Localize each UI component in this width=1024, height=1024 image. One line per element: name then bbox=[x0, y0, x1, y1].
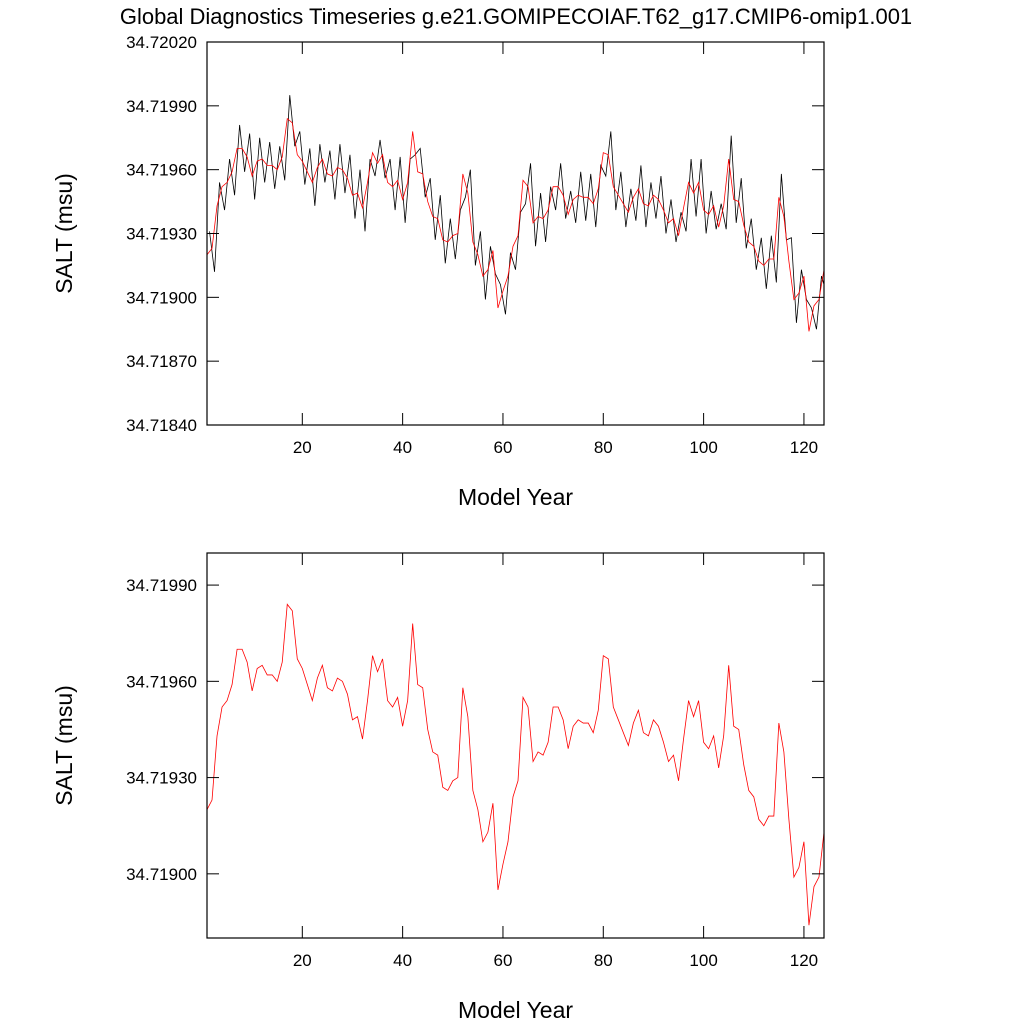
y-tick-label: 34.71990 bbox=[126, 576, 197, 595]
y-tick-label: 34.71900 bbox=[126, 288, 197, 307]
y-tick-label: 34.72020 bbox=[126, 33, 197, 52]
data-line bbox=[207, 117, 824, 332]
plot-area bbox=[207, 95, 824, 332]
y-tick-label: 34.71900 bbox=[126, 865, 197, 884]
x-tick-label: 60 bbox=[493, 438, 512, 457]
data-line bbox=[209, 95, 824, 330]
plot-area bbox=[207, 603, 824, 926]
x-tick-label: 100 bbox=[689, 951, 717, 970]
x-tick-label: 20 bbox=[293, 951, 312, 970]
y-tick-label: 34.71990 bbox=[126, 97, 197, 116]
x-tick-label: 80 bbox=[594, 438, 613, 457]
y-tick-label: 34.71960 bbox=[126, 672, 197, 691]
y-tick-label: 34.71870 bbox=[126, 352, 197, 371]
x-axis-label: Model Year bbox=[458, 484, 573, 510]
x-tick-label: 120 bbox=[790, 438, 818, 457]
x-tick-label: 40 bbox=[393, 951, 412, 970]
plot-frame bbox=[206, 41, 825, 426]
x-axis-label: Model Year bbox=[458, 997, 573, 1023]
y-tick-label: 34.71960 bbox=[126, 161, 197, 180]
y-tick-label: 34.71930 bbox=[126, 225, 197, 244]
y-tick-label: 34.71840 bbox=[126, 416, 197, 435]
y-axis-label: SALT (msu) bbox=[51, 685, 77, 806]
x-tick-label: 100 bbox=[689, 438, 717, 457]
x-tick-label: 60 bbox=[493, 951, 512, 970]
x-tick-label: 20 bbox=[293, 438, 312, 457]
plot-frame bbox=[206, 552, 825, 939]
x-tick-label: 80 bbox=[594, 951, 613, 970]
x-tick-label: 120 bbox=[790, 951, 818, 970]
x-tick-label: 40 bbox=[393, 438, 412, 457]
y-axis-label: SALT (msu) bbox=[51, 173, 77, 294]
y-tick-label: 34.71930 bbox=[126, 769, 197, 788]
data-line bbox=[207, 603, 824, 926]
chart-title: Global Diagnostics Timeseries g.e21.GOMI… bbox=[120, 4, 912, 29]
